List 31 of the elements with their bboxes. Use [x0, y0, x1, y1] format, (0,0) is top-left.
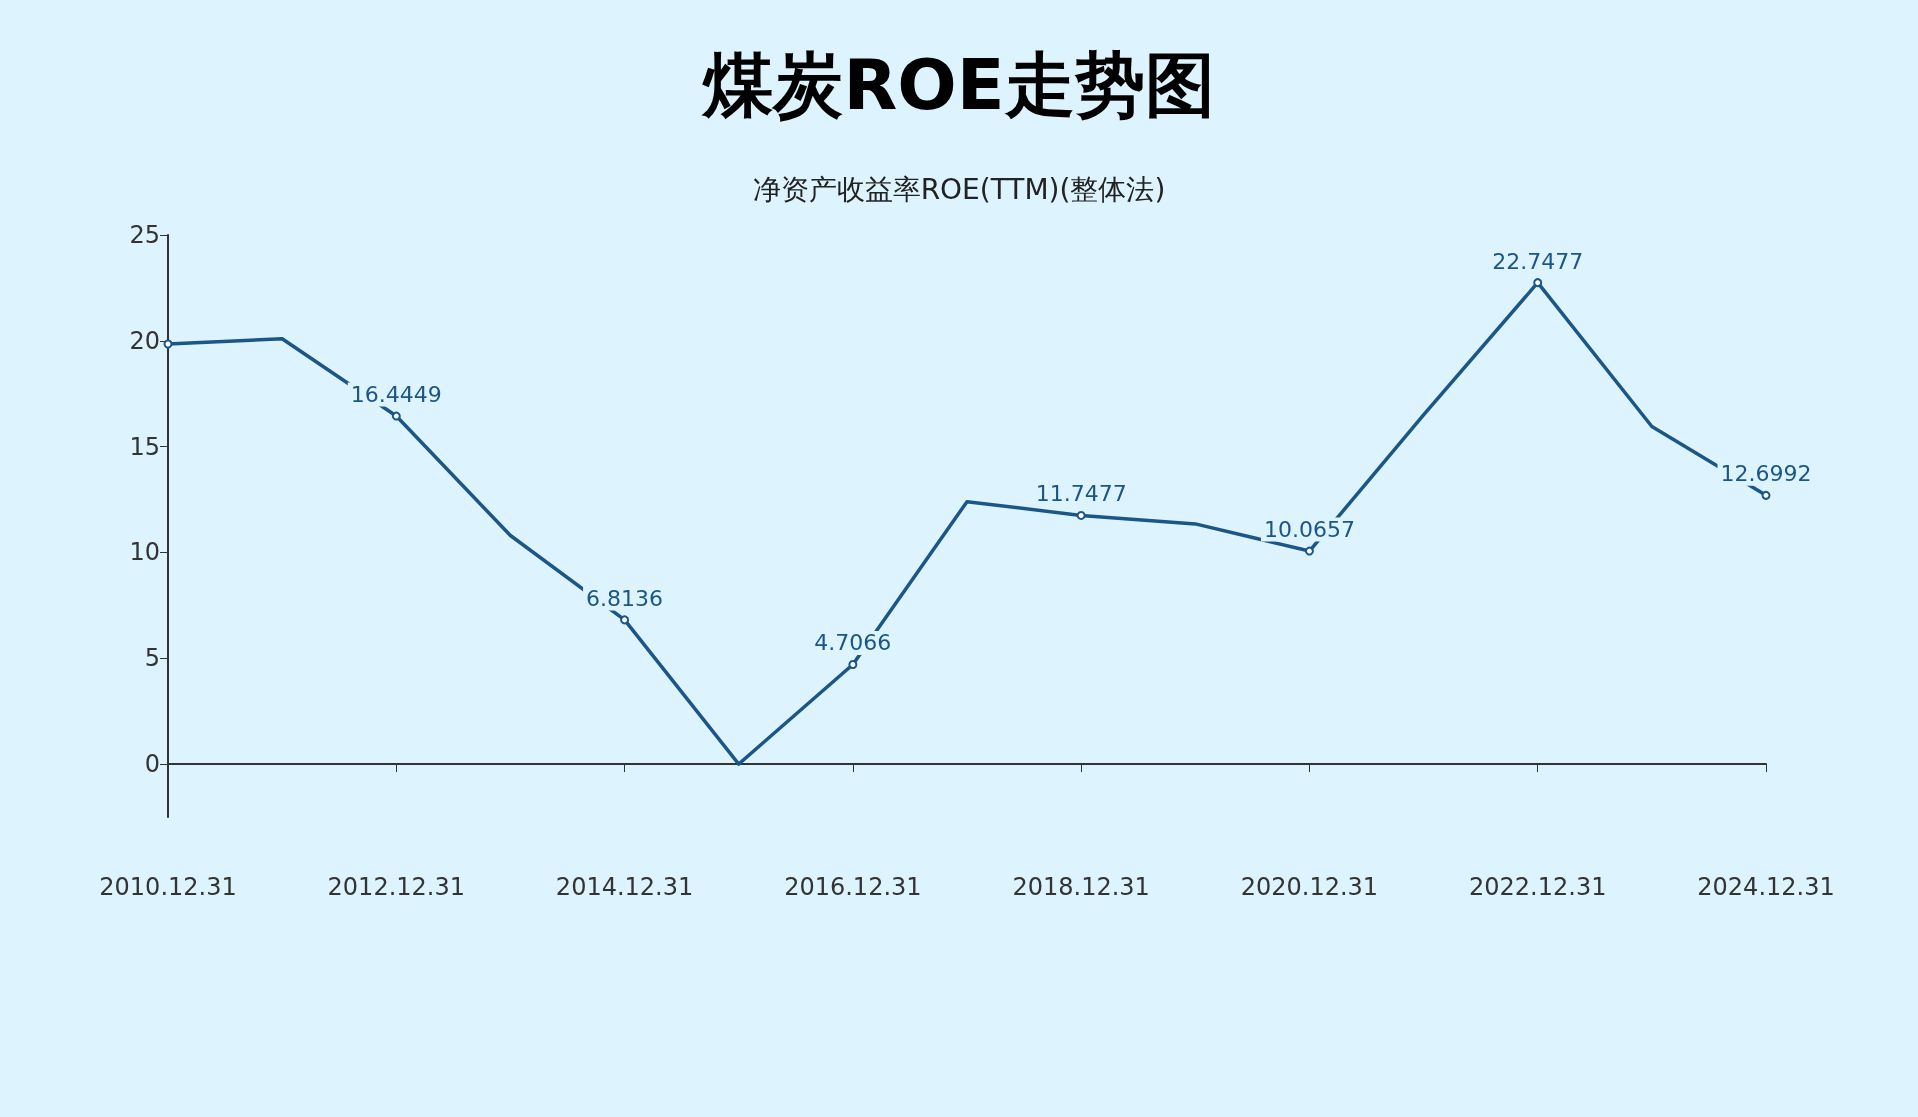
chart-subtitle: 净资产收益率ROE(TTM)(整体法) — [752, 172, 1166, 206]
data-label: 11.7477 — [1035, 481, 1127, 507]
point — [163, 339, 173, 349]
data-label: 12.6992 — [1720, 461, 1812, 487]
x-tick-label: 2022.12.31 — [1469, 873, 1607, 901]
point — [620, 615, 630, 625]
data-label: 16.4449 — [350, 382, 442, 408]
y-tick-label: 10 — [129, 538, 160, 567]
point — [1304, 546, 1314, 556]
x-tick-label: 2014.12.31 — [555, 873, 694, 901]
point — [848, 659, 858, 669]
data-label: 6.8136 — [586, 585, 664, 611]
x-tick-label: 2020.12.31 — [1240, 873, 1379, 901]
x-tick-label: 2012.12.31 — [327, 873, 465, 901]
point — [1761, 490, 1771, 500]
data-label: 4.7066 — [814, 630, 892, 656]
point — [391, 411, 401, 421]
data-label: 22.7477 — [1492, 248, 1584, 274]
chart-title: 煤炭ROE走势图 — [701, 44, 1215, 126]
y-tick-label: 25 — [129, 221, 160, 249]
y-tick-label: 15 — [129, 432, 160, 461]
x-tick-label: 2016.12.31 — [784, 873, 922, 901]
x-tick-label: 2010.12.31 — [99, 873, 237, 901]
y-tick-label: 20 — [129, 326, 160, 355]
point — [1533, 278, 1543, 288]
x-tick-label: 2024.12.31 — [1697, 873, 1835, 901]
data-label: 10.0657 — [1263, 517, 1355, 543]
y-tick-label: 5 — [144, 644, 160, 673]
y-tick-label: 0 — [144, 750, 160, 779]
point — [1076, 510, 1086, 520]
x-tick-label: 2018.12.31 — [1012, 873, 1150, 901]
